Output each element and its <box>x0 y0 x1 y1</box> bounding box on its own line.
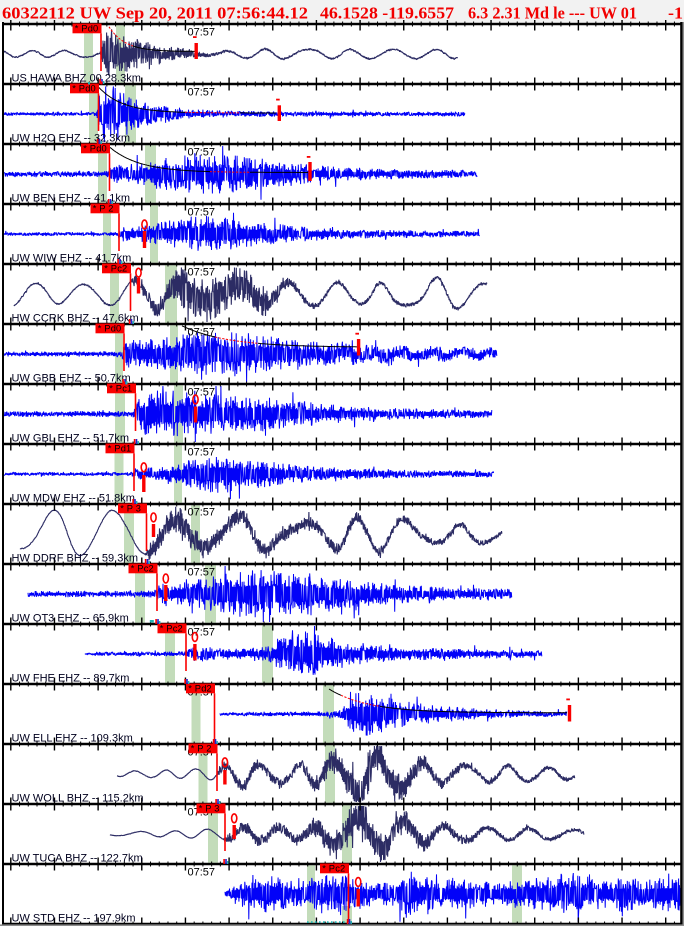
svg-text:07:57: 07:57 <box>188 866 216 878</box>
svg-text:UW WIW EHZ -- 41.7km: UW WIW EHZ -- 41.7km <box>12 253 132 265</box>
svg-text:* Pc2: * Pc2 <box>104 264 127 274</box>
svg-text:* Pd1: * Pd1 <box>108 444 132 454</box>
svg-text:UW H2O EHZ -- 32.3km: UW H2O EHZ -- 32.3km <box>12 133 131 145</box>
svg-text:07:57: 07:57 <box>188 506 216 518</box>
svg-text:* P 3: * P 3 <box>199 804 220 814</box>
svg-text:UW MDW EHZ -- 51.8km: UW MDW EHZ -- 51.8km <box>12 493 135 505</box>
svg-text:* Pd0: * Pd0 <box>98 324 122 334</box>
svg-text:* Pc2: * Pc2 <box>160 624 183 634</box>
svg-text:07:57: 07:57 <box>188 26 216 38</box>
svg-text:60322112 UW Sep 20, 2011 07:56: 60322112 UW Sep 20, 2011 07:56:44.12 <box>2 4 308 23</box>
svg-text:07:57: 07:57 <box>188 206 216 218</box>
svg-text:* Pc2: * Pc2 <box>131 564 154 574</box>
svg-text:-1: -1 <box>668 4 683 23</box>
svg-text:UW OT3 EHZ -- 65.9km: UW OT3 EHZ -- 65.9km <box>12 613 129 625</box>
svg-text:* Pd0: * Pd0 <box>83 144 107 154</box>
svg-text:UW TUCA BHZ -- 122.7km: UW TUCA BHZ -- 122.7km <box>12 853 143 865</box>
svg-text:HW CCRK BHZ -- 47.6km: HW CCRK BHZ -- 47.6km <box>12 313 139 325</box>
svg-text:07:57: 07:57 <box>188 266 216 278</box>
svg-text:* P 2: * P 2 <box>191 744 212 754</box>
svg-text:* Pc1: * Pc1 <box>109 384 132 394</box>
svg-text:* Pc2: * Pc2 <box>322 864 345 874</box>
svg-text:HW DDRF BHZ -- 59.3km: HW DDRF BHZ -- 59.3km <box>12 553 139 565</box>
svg-text:US HAWA BHZ 00 28.3km: US HAWA BHZ 00 28.3km <box>12 73 141 85</box>
svg-text:UW GBL EHZ -- 51.7km: UW GBL EHZ -- 51.7km <box>12 433 130 445</box>
svg-text:* Pd0: * Pd0 <box>75 24 99 34</box>
svg-text:07:57: 07:57 <box>188 146 216 158</box>
svg-text:UW BEN EHZ -- 41.1km: UW BEN EHZ -- 41.1km <box>12 193 131 205</box>
svg-text:UW FHE EHZ -- 89.7km: UW FHE EHZ -- 89.7km <box>12 673 130 685</box>
svg-text:46.1528 -119.6557: 46.1528 -119.6557 <box>320 4 454 23</box>
svg-text:07:57: 07:57 <box>188 386 216 398</box>
svg-text:* P 2: * P 2 <box>93 204 114 214</box>
svg-text:07:57: 07:57 <box>188 326 216 338</box>
svg-text:07:57: 07:57 <box>188 566 216 578</box>
svg-text:* Pd2: * Pd2 <box>188 684 212 694</box>
svg-text:* P 3: * P 3 <box>120 504 141 514</box>
svg-text:UW STD EHZ -- 197.9km: UW STD EHZ -- 197.9km <box>12 913 136 925</box>
svg-text:6.3 2.31 Md le --- UW 01: 6.3 2.31 Md le --- UW 01 <box>468 4 637 23</box>
svg-text:UW WOLL BHZ -- 115.2km: UW WOLL BHZ -- 115.2km <box>12 793 144 805</box>
svg-text:07:57: 07:57 <box>188 446 216 458</box>
svg-text:07:57: 07:57 <box>188 626 216 638</box>
svg-text:07:57: 07:57 <box>188 86 216 98</box>
svg-text:UW GBB EHZ -- 50.7km: UW GBB EHZ -- 50.7km <box>12 373 131 385</box>
svg-text:* Pd0: * Pd0 <box>72 84 96 94</box>
svg-text:UW ELL EHZ -- 109.3km: UW ELL EHZ -- 109.3km <box>12 733 133 745</box>
